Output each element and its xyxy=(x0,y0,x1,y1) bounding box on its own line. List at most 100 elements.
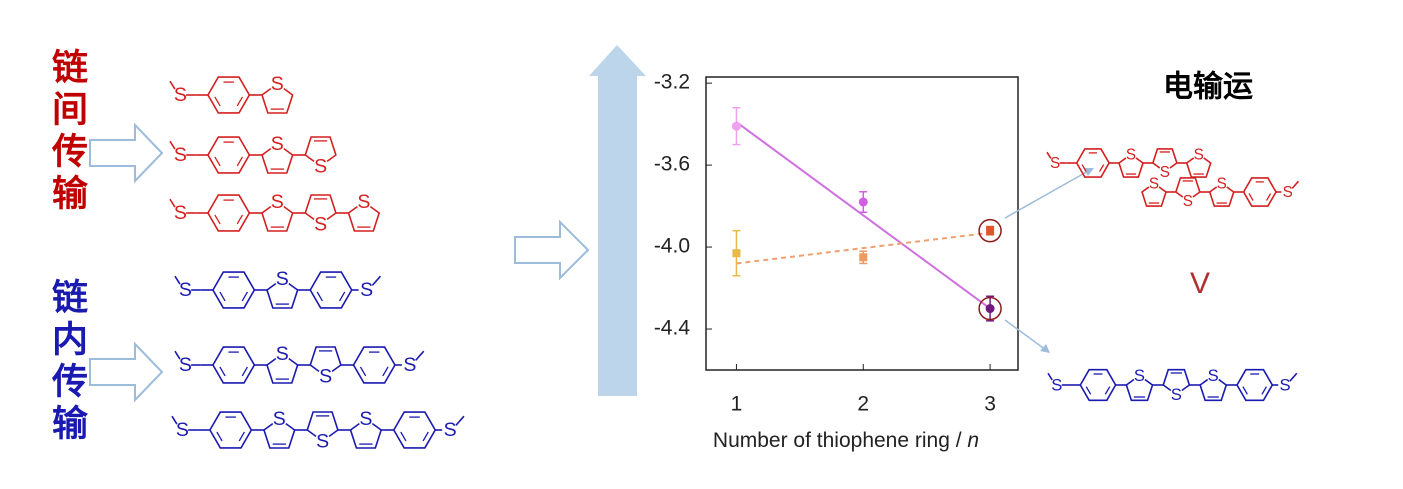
atom-bg xyxy=(1181,194,1195,208)
sulfur-label: S xyxy=(1194,146,1204,163)
atom-bg xyxy=(357,410,374,427)
atom-bg xyxy=(312,216,329,233)
thiophene-ring xyxy=(263,417,296,449)
bond xyxy=(219,291,226,302)
atom-bg xyxy=(274,270,291,287)
thiophene-ring xyxy=(1141,182,1167,207)
bond xyxy=(236,214,243,225)
atom-bg xyxy=(274,345,291,362)
pointer xyxy=(1004,319,1047,351)
sulfur-label: S xyxy=(271,73,284,95)
y-tick-label: -3.6 xyxy=(654,153,690,176)
comparison-sign: V xyxy=(1190,267,1210,300)
bond xyxy=(316,291,323,302)
bond xyxy=(1261,386,1267,395)
bond xyxy=(174,275,182,286)
energy-arrow xyxy=(589,45,646,396)
sulfur-label: S xyxy=(359,408,372,430)
y-tick-label: -4.0 xyxy=(654,235,690,258)
atom-bg xyxy=(1281,185,1294,199)
sulfur-label: S xyxy=(174,202,187,224)
atom-bg xyxy=(177,356,194,374)
transport-title: 电输运 xyxy=(1163,70,1253,105)
plot-frame xyxy=(705,76,1019,371)
atom-bg xyxy=(1158,165,1172,179)
atom-bg xyxy=(317,368,334,385)
bond xyxy=(338,291,346,302)
sulfur-label: S xyxy=(179,354,192,376)
bond xyxy=(1104,386,1111,395)
bond xyxy=(1289,372,1298,382)
highlight-ring xyxy=(978,218,1002,243)
thiophene-ring xyxy=(1162,368,1191,396)
sulfur-label: S xyxy=(176,419,189,441)
pointer-head xyxy=(1040,344,1050,353)
sulfur-label: S xyxy=(1050,155,1060,172)
thiophene-ring xyxy=(347,200,381,232)
hollow-arrow xyxy=(89,341,164,403)
bond xyxy=(359,366,367,377)
highlight-ring xyxy=(978,296,1002,321)
bond xyxy=(1047,372,1054,382)
atom-bg xyxy=(1048,156,1062,170)
bond xyxy=(169,80,177,91)
atom-bg xyxy=(1147,176,1161,190)
sulfur-label: S xyxy=(276,343,289,365)
atom-bg xyxy=(172,204,189,222)
bond xyxy=(1099,164,1105,172)
bond xyxy=(1242,386,1248,395)
bond xyxy=(1085,386,1092,395)
x-axis-label-variable: n xyxy=(967,429,979,452)
thiophene-ring xyxy=(261,82,294,114)
atom-bg xyxy=(442,421,459,439)
point xyxy=(985,304,995,314)
sulfur-label: S xyxy=(1126,146,1136,163)
bond xyxy=(216,431,223,442)
bond xyxy=(422,431,429,442)
thiophene-ring xyxy=(306,411,339,443)
point xyxy=(858,197,868,207)
thiophene-ring xyxy=(266,277,299,309)
thiophene-ring xyxy=(304,194,337,226)
fit-line xyxy=(735,121,991,310)
y-tick-label: -4.4 xyxy=(654,317,691,340)
atom-bg xyxy=(174,421,191,439)
atom-bg xyxy=(1206,368,1221,383)
thiophene-ring xyxy=(304,136,337,168)
bond xyxy=(1081,164,1087,172)
bond xyxy=(214,156,221,167)
bond xyxy=(455,415,465,426)
x-tick-label: 3 xyxy=(984,393,996,416)
hollow-arrow xyxy=(89,122,164,184)
sulfur-label: S xyxy=(444,419,457,441)
atom-bg xyxy=(401,356,418,374)
atom-bg xyxy=(172,146,189,164)
x-tick-label: 2 xyxy=(857,393,869,416)
sulfur-label: S xyxy=(1208,366,1219,385)
bond xyxy=(1291,180,1300,189)
atom-bg xyxy=(1192,147,1206,161)
thiophene-ring xyxy=(1125,374,1154,402)
thiophene-ring xyxy=(1208,182,1235,207)
intra-chain-label: 链内传输 xyxy=(46,278,87,446)
fit-line xyxy=(736,231,991,265)
atom-bg xyxy=(269,193,286,210)
bond xyxy=(236,96,243,107)
bond xyxy=(241,291,248,302)
sulfur-label: S xyxy=(1283,184,1293,201)
atom-bg xyxy=(314,433,331,450)
point xyxy=(732,249,741,258)
bond xyxy=(169,140,177,151)
bond xyxy=(214,214,221,225)
atom-bg xyxy=(312,158,329,175)
atom-bg xyxy=(355,193,372,210)
sulfur-label: S xyxy=(174,84,187,106)
atom-bg xyxy=(177,281,194,299)
thiophene-ring xyxy=(1174,177,1201,202)
bond xyxy=(241,366,248,377)
bond xyxy=(219,366,226,377)
bond xyxy=(382,366,389,377)
x-axis-label: Number of thiophene ring / n xyxy=(713,429,979,452)
